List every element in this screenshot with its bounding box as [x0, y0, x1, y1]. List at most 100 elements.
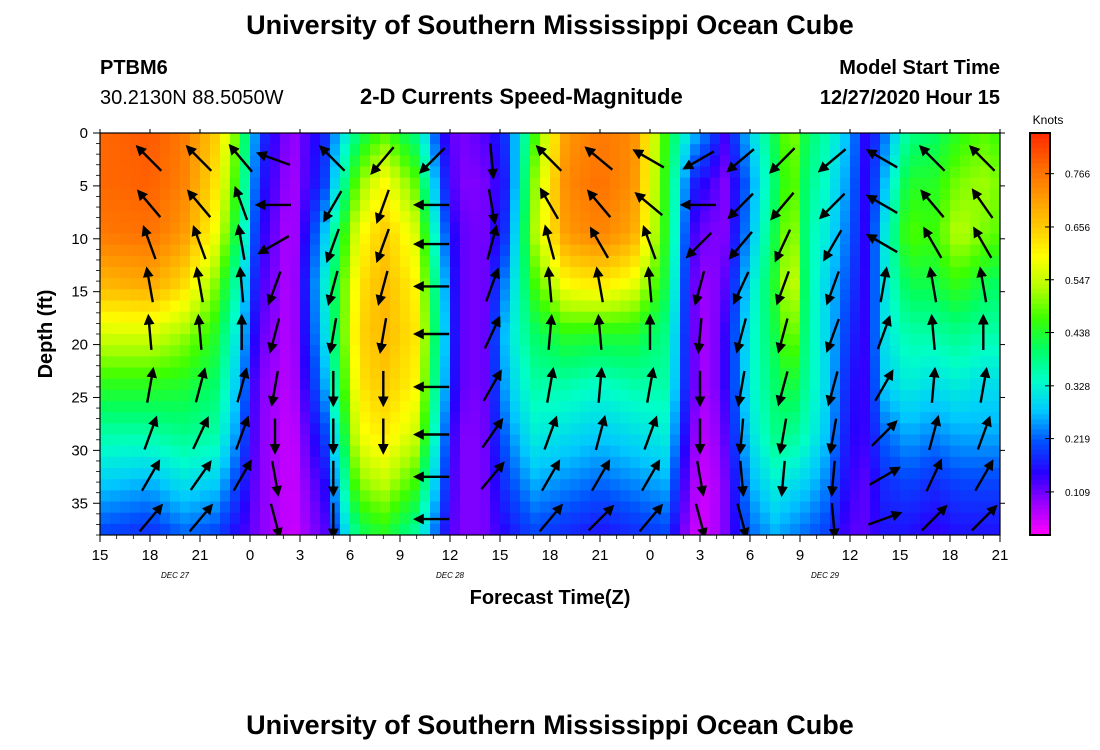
heat-cell — [330, 490, 341, 503]
heat-cell — [500, 479, 511, 491]
heat-cell — [520, 345, 531, 357]
heat-cell — [210, 311, 221, 324]
heat-cell — [910, 389, 921, 402]
heat-cell — [650, 434, 661, 447]
heat-cell — [830, 468, 841, 480]
heat-cell — [210, 255, 221, 268]
colorbar-segment — [1030, 434, 1050, 441]
heat-cell — [910, 490, 921, 503]
heat-cell — [660, 267, 671, 279]
heat-cell — [750, 278, 761, 290]
heat-cell — [120, 378, 131, 391]
heat-cell — [680, 244, 691, 257]
heat-cell — [890, 345, 901, 357]
heat-cell — [160, 445, 171, 458]
heat-cell — [920, 445, 931, 458]
heat-cell — [850, 255, 861, 268]
heat-cell — [750, 423, 761, 436]
heat-cell — [980, 311, 991, 324]
heat-cell — [720, 311, 731, 324]
heat-cell — [330, 434, 341, 447]
heat-cell — [980, 445, 991, 458]
heat-cell — [910, 512, 921, 525]
heat-cell — [790, 412, 801, 424]
heat-cell — [640, 412, 651, 424]
heat-cell — [890, 445, 901, 458]
colorbar-segment — [1030, 354, 1050, 360]
heat-cell — [940, 512, 951, 525]
heat-cell — [810, 278, 821, 290]
current-vector-arrow — [481, 417, 504, 449]
heat-cell — [690, 378, 701, 391]
x-tick-label: 15 — [892, 547, 909, 564]
heat-cell — [980, 501, 991, 514]
heat-cell — [540, 155, 551, 168]
heat-cell — [130, 412, 141, 424]
heat-cell — [420, 434, 431, 447]
y-tick-label: 25 — [71, 389, 88, 406]
heat-cell — [290, 300, 301, 313]
heat-cell — [330, 278, 341, 290]
heat-cell — [580, 244, 591, 257]
heat-cell — [320, 479, 331, 491]
heat-cell — [340, 166, 351, 179]
heat-cell — [850, 468, 861, 480]
heat-cell — [300, 412, 311, 424]
heat-cell — [200, 468, 211, 480]
heat-cell — [660, 155, 671, 168]
heat-cell — [880, 255, 891, 268]
station-coordinates: 30.2130N 88.5050W — [100, 87, 284, 109]
heat-cell — [340, 401, 351, 413]
heat-cell — [460, 334, 471, 346]
heat-cell — [500, 188, 511, 201]
heat-cell — [860, 490, 871, 503]
heat-cell — [970, 166, 981, 179]
heat-cell — [710, 278, 721, 290]
heat-cell — [190, 445, 201, 458]
heat-cell — [520, 523, 531, 535]
heat-cell — [170, 401, 181, 413]
heat-cell — [750, 222, 761, 235]
heat-cell — [370, 267, 381, 279]
heat-cell — [270, 300, 281, 313]
heat-cell — [570, 133, 581, 145]
current-vector-arrow — [485, 267, 500, 302]
heat-cell — [840, 367, 851, 380]
heat-cell — [460, 389, 471, 402]
heat-cell — [740, 468, 751, 480]
heat-cell — [510, 479, 521, 491]
x-tick-label: 9 — [396, 547, 404, 564]
heat-cell — [140, 244, 151, 257]
heat-cell — [420, 144, 431, 156]
heat-cell — [570, 345, 581, 357]
heat-cell — [470, 378, 481, 391]
heat-cell — [240, 155, 251, 168]
heat-cell — [250, 255, 261, 268]
heat-cell — [820, 401, 831, 413]
heat-cell — [460, 289, 471, 302]
heat-cell — [630, 334, 641, 346]
heat-cell — [340, 523, 351, 535]
heat-cell — [380, 177, 391, 190]
heat-cell — [340, 322, 351, 335]
heat-cell — [170, 334, 181, 346]
heat-cell — [160, 479, 171, 491]
heat-cell — [100, 378, 111, 391]
heat-cell — [450, 456, 461, 469]
heat-cell — [540, 222, 551, 235]
heat-cell — [220, 345, 231, 357]
heat-cell — [440, 490, 451, 503]
heat-cell — [510, 200, 521, 212]
heat-cell — [280, 512, 291, 525]
heat-cell — [260, 479, 271, 491]
heat-cell — [260, 255, 271, 268]
heat-cell — [670, 267, 681, 279]
heat-cell — [830, 311, 841, 324]
heat-cell — [620, 300, 631, 313]
heat-cell — [790, 177, 801, 190]
heat-cell — [200, 356, 211, 369]
heat-cell — [910, 345, 921, 357]
heat-cell — [550, 401, 561, 413]
heat-cell — [400, 200, 411, 212]
